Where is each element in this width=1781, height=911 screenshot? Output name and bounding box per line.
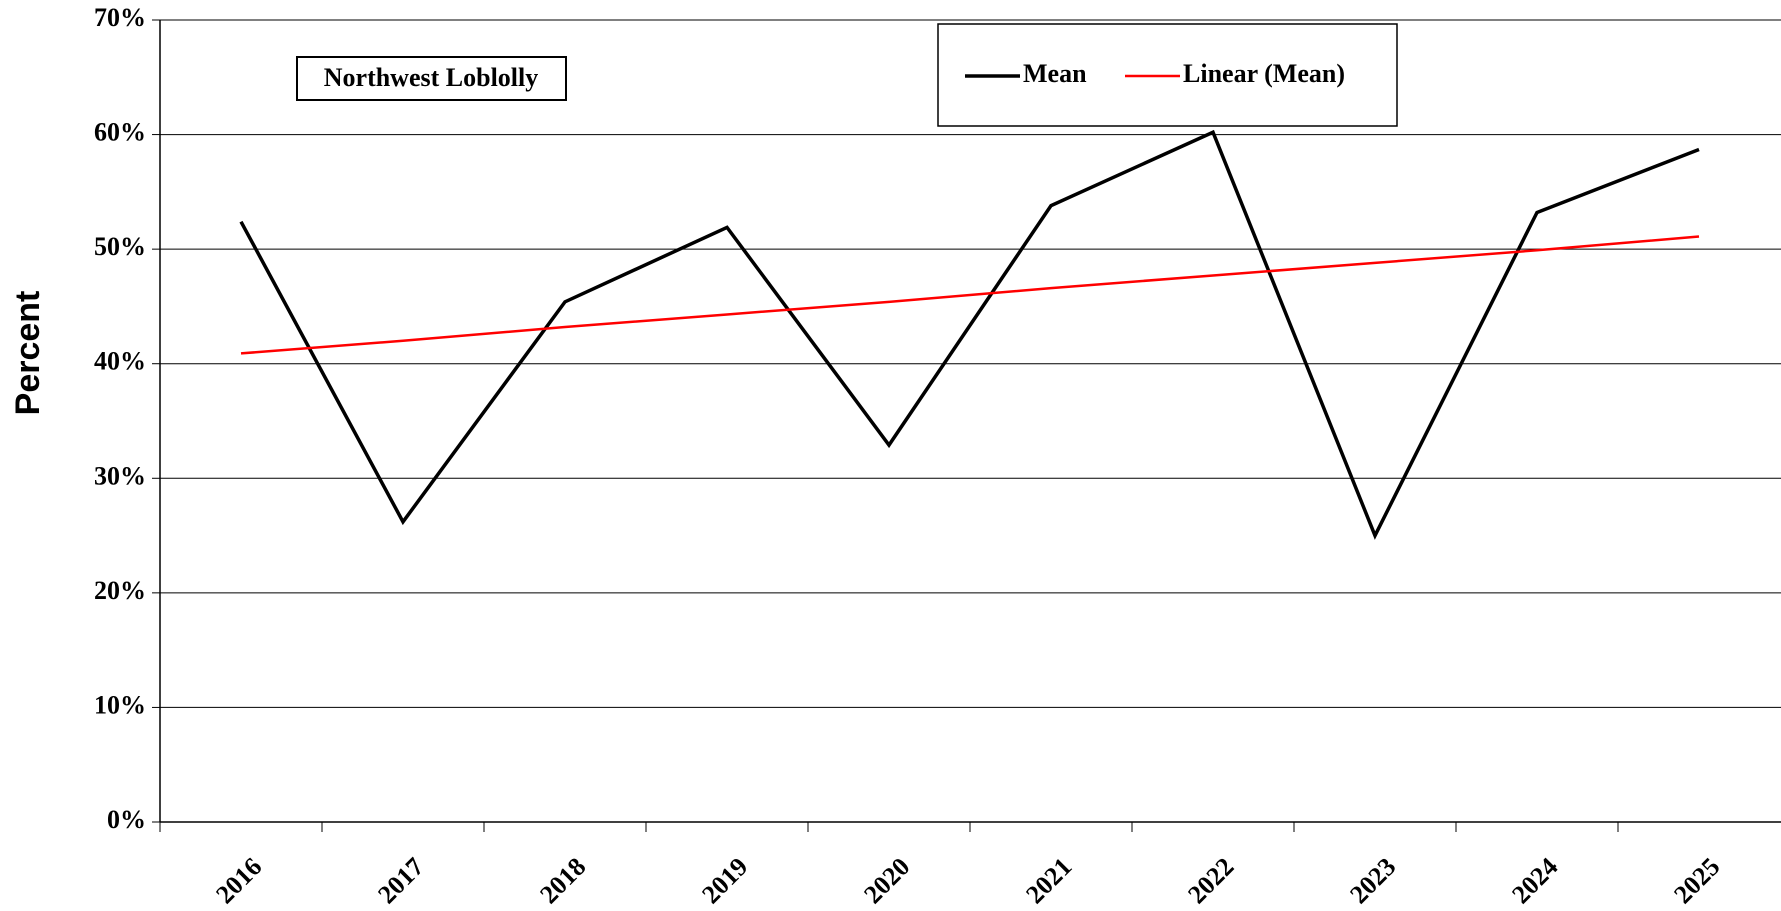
x-tick-label: 2016 <box>210 852 267 909</box>
y-tick-label: 0% <box>107 805 146 834</box>
x-tick-label: 2021 <box>1020 852 1077 909</box>
y-tick-label: 30% <box>94 461 146 490</box>
series-line <box>239 129 1700 540</box>
y-tick-label: 10% <box>94 690 146 719</box>
x-tick-label: 2025 <box>1668 852 1725 909</box>
legend-label: Linear (Mean) <box>1183 59 1345 88</box>
y-tick-label: 40% <box>94 347 146 376</box>
y-tick-label: 60% <box>94 118 146 147</box>
annotation-box <box>296 56 567 101</box>
y-axis-title: Percent <box>9 291 47 416</box>
y-tick-label: 70% <box>94 3 146 32</box>
legend-label: Mean <box>1023 59 1087 88</box>
x-tick-label: 2023 <box>1344 852 1401 909</box>
x-tick-label: 2022 <box>1182 852 1239 909</box>
y-tick-label: 20% <box>94 576 146 605</box>
x-tick-label: 2018 <box>534 852 591 909</box>
series-line <box>240 235 1700 355</box>
x-tick-label: 2024 <box>1506 852 1563 909</box>
y-tick-label: 50% <box>94 232 146 261</box>
x-tick-label: 2019 <box>696 852 753 909</box>
x-tick-label: 2017 <box>372 852 429 909</box>
annotation: Northwest Loblolly <box>324 63 539 92</box>
x-tick-label: 2020 <box>858 852 915 909</box>
